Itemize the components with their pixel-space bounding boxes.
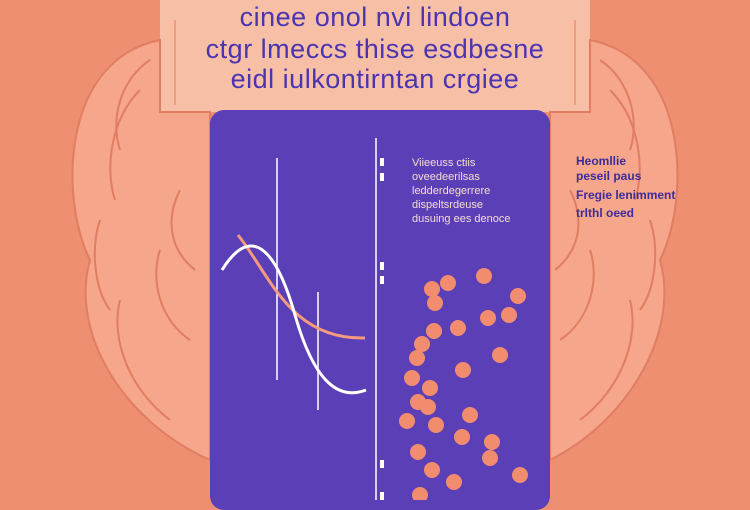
dot — [426, 323, 442, 339]
dot-cluster — [399, 268, 528, 500]
dot — [424, 281, 440, 297]
curve-peach — [236, 234, 366, 340]
dot — [412, 487, 428, 500]
dot — [409, 350, 425, 366]
headline-line-1: cinee onol nvi lindoen — [239, 2, 511, 32]
dot — [420, 399, 436, 415]
dot — [454, 429, 470, 445]
dot — [446, 474, 462, 490]
panel-note-3: ledderdegerrere — [412, 185, 491, 197]
dot — [399, 413, 415, 429]
dot — [422, 380, 438, 396]
dot — [404, 370, 420, 386]
dot — [492, 347, 508, 363]
dot — [480, 310, 496, 326]
dot — [484, 434, 500, 450]
dot — [476, 268, 492, 284]
dot — [462, 407, 478, 423]
dot — [482, 450, 498, 466]
side-note-2: peseil paus — [576, 169, 642, 183]
panel-note-2: oveedeerilsas — [412, 171, 480, 183]
dot — [450, 320, 466, 336]
panel-note-4: dispeltsrdeuse — [412, 199, 483, 211]
headline-line-2: ctgr lmeccs thise esdbesne — [205, 34, 545, 64]
dot — [501, 307, 517, 323]
dot — [427, 295, 443, 311]
side-note-3: Fregie lenimment — [576, 188, 676, 202]
headline-line-3: eidl iulkontirntan crgiee — [230, 64, 520, 94]
panel-note-1: Viieeuss ctiis — [412, 157, 476, 169]
dot — [428, 417, 444, 433]
side-note-1: Heomllie — [576, 154, 627, 168]
dot — [512, 467, 528, 483]
axis-ticks — [380, 158, 384, 500]
curve-white — [220, 244, 367, 395]
dot — [414, 336, 430, 352]
dot — [440, 275, 456, 291]
panel-note-5: dusuing ees denoce — [412, 213, 511, 225]
dot — [455, 362, 471, 378]
dot — [424, 462, 440, 478]
dot — [510, 288, 526, 304]
side-note-4: trlthl oeed — [576, 206, 635, 220]
dot — [410, 444, 426, 460]
